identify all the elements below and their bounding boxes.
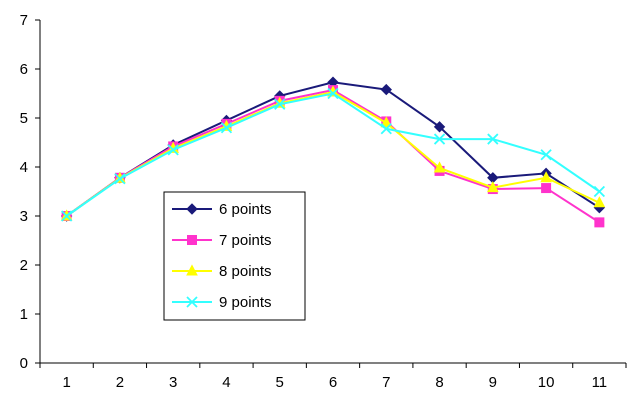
series-line	[66, 89, 600, 224]
x-tick-label: 11	[592, 374, 608, 391]
series-9-points	[60, 87, 606, 222]
series-7-points	[61, 85, 605, 228]
y-tick-label: 3	[20, 208, 28, 225]
data-point	[220, 122, 233, 134]
legend-label: 6 points	[219, 201, 272, 218]
legend-marker	[186, 203, 198, 215]
data-point	[540, 149, 552, 161]
data-point	[380, 123, 392, 135]
legend-label: 9 points	[219, 294, 272, 311]
legend-label: 7 points	[219, 232, 272, 249]
y-tick-label: 5	[20, 110, 28, 127]
legend-item: 6 points	[172, 201, 272, 218]
data-point	[274, 98, 286, 110]
data-point	[593, 185, 606, 198]
data-point	[167, 144, 179, 156]
data-point	[327, 87, 339, 100]
data-point	[594, 217, 605, 228]
chart-legend: 6 points 7 points 8 points 9 points	[163, 191, 306, 321]
legend-marker	[187, 235, 197, 245]
data-point	[433, 121, 446, 133]
legend-item: 7 points	[172, 232, 272, 249]
chart-axes: 0 1 2 3 4 5 6 7 1 2 3 4 5 6 7 8 9 10 11	[20, 12, 627, 391]
y-tick-label: 6	[20, 61, 28, 78]
data-point	[486, 181, 499, 193]
data-point	[593, 196, 606, 208]
data-point	[433, 133, 446, 145]
data-point	[114, 173, 126, 185]
data-point	[380, 116, 393, 128]
series-line	[66, 92, 600, 217]
y-tick-label: 4	[20, 159, 28, 176]
data-point	[541, 183, 552, 194]
x-tick-label: 9	[489, 374, 497, 391]
legend-marker	[186, 264, 198, 276]
series-8-points	[60, 85, 606, 221]
series-layer	[60, 76, 606, 228]
y-tick-label: 0	[20, 355, 28, 372]
legend-marker	[186, 296, 198, 308]
legend-item: 8 points	[172, 263, 272, 280]
x-tick-label: 2	[116, 374, 124, 391]
data-point	[540, 171, 552, 183]
legend-label: 8 points	[219, 263, 272, 280]
x-tick-label: 6	[329, 374, 337, 391]
series-6-points	[60, 76, 606, 222]
x-tick-label: 10	[538, 374, 555, 391]
y-tick-label: 2	[20, 257, 28, 274]
x-tick-label: 5	[276, 374, 284, 391]
data-point	[433, 161, 446, 173]
legend-item: 9 points	[172, 294, 272, 311]
x-tick-label: 4	[222, 374, 230, 391]
x-tick-label: 8	[435, 374, 443, 391]
y-tick-label: 1	[20, 306, 28, 323]
series-line	[66, 90, 600, 217]
data-point	[380, 83, 392, 96]
series-line	[66, 81, 600, 217]
data-point	[487, 133, 499, 145]
data-point	[60, 210, 73, 222]
x-tick-label: 1	[62, 374, 70, 391]
x-tick-label: 3	[169, 374, 177, 391]
y-tick-label: 7	[20, 12, 28, 29]
x-tick-label: 7	[382, 374, 390, 391]
